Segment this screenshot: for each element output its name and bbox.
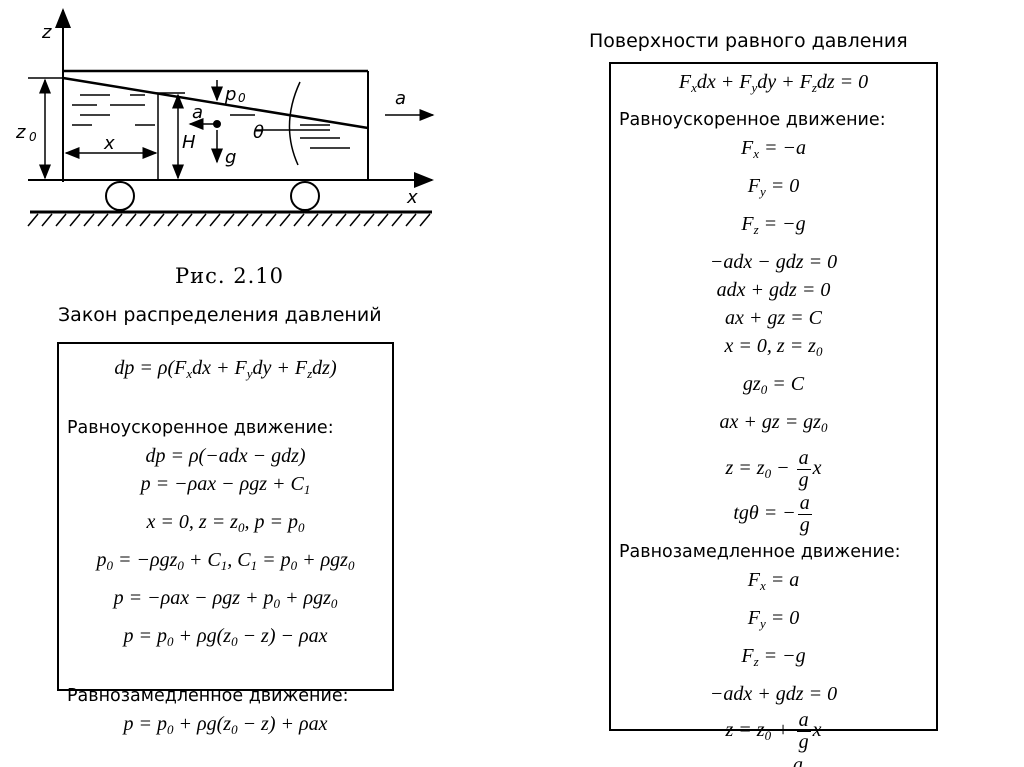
z0-subscript: 0 bbox=[29, 130, 37, 144]
formula-line: ax + gz = gz_{0} bbox=[719, 411, 828, 435]
fraction: \frac{a}{g} bbox=[796, 447, 811, 491]
formula-line: tgθ = −\frac{a}{g} bbox=[733, 492, 812, 536]
right-section-title: Поверхности равного давления bbox=[589, 30, 908, 52]
section-label: Равнозамедленное движение: bbox=[619, 542, 901, 562]
formula-line: gz_{0} = C bbox=[742, 373, 805, 397]
formula-line: p = −ρax − ρgz + C_{1} bbox=[140, 473, 311, 497]
ground-hatching bbox=[27, 213, 431, 227]
formula-line: −adx − gdz = 0 bbox=[709, 251, 838, 273]
formula-line: x = 0, z = z_{0}, p = p_{0} bbox=[146, 511, 305, 535]
x-label: x bbox=[103, 133, 115, 154]
p0-subscript: 0 bbox=[238, 91, 246, 105]
p0-label: p bbox=[224, 84, 236, 105]
formula-line: F_{z} = −g bbox=[741, 213, 806, 237]
tank-cart-diagram: z x z 0 x H p 0 a g θ a bbox=[15, 8, 435, 227]
formula-line: z = z_{0} + \frac{a}{g}x bbox=[725, 709, 822, 753]
formula-line: F_{x} = −a bbox=[741, 137, 806, 161]
spacer bbox=[67, 660, 384, 682]
formula-line: F_{x} = a bbox=[747, 569, 800, 593]
section-label: Равноускоренное движение: bbox=[67, 418, 334, 438]
x-axis-label: x bbox=[406, 187, 418, 208]
a-inner-label: a bbox=[192, 102, 203, 123]
section-label: Равнозамедленное движение: bbox=[67, 686, 349, 706]
formula-line: dp = ρ(F_{x}dx + F_{y}dy + F_{z}dz) bbox=[114, 357, 337, 381]
wheel-left bbox=[105, 181, 135, 211]
figure-caption: Рис. 2.10 bbox=[175, 264, 284, 288]
z-axis-label: z bbox=[41, 22, 52, 43]
formula-line: x = 0, z = z_{0} bbox=[724, 335, 823, 359]
formula-line: p = p_{0} + ρg(z_{0} − z) + ρax bbox=[123, 713, 328, 737]
formula-line: dp = ρ(−adx − gdz) bbox=[145, 445, 306, 467]
theta-label: θ bbox=[253, 122, 264, 143]
formula-line: F_{y} = 0 bbox=[747, 175, 800, 199]
formula-line: p_{0} = −ρgz_{0} + C_{1}, C_{1} = p_{0} … bbox=[96, 549, 355, 573]
left-section-title: Закон распределения давлений bbox=[58, 304, 382, 326]
section-label: Равноускоренное движение: bbox=[619, 110, 886, 130]
formula-line: ax + gz = C bbox=[725, 307, 822, 329]
water-dashes bbox=[72, 94, 350, 149]
fraction: \frac{a}{g} bbox=[797, 492, 812, 536]
formula-line: −adx + gdz = 0 bbox=[709, 683, 838, 705]
spacer bbox=[67, 392, 384, 414]
formula-line: F_{x}dx + F_{y}dy + F_{z}dz = 0 bbox=[678, 71, 869, 95]
fraction: \frac{a}{g} bbox=[796, 709, 811, 753]
a-outer-label: a bbox=[395, 88, 406, 109]
formula-line: F_{z} = −g bbox=[741, 645, 806, 669]
formula-line: F_{y} = 0 bbox=[747, 607, 800, 631]
formula-line: p = −ρax − ρgz + p_{0} + ρgz_{0} bbox=[113, 587, 338, 611]
H-label: H bbox=[182, 132, 196, 153]
pressure-law-box: dp = ρ(F_{x}dx + F_{y}dy + F_{z}dz) Равно… bbox=[57, 342, 394, 737]
formula-line: z = z_{0} − \frac{a}{g}x bbox=[725, 447, 822, 491]
wheel-right bbox=[290, 181, 320, 211]
water-surface bbox=[62, 76, 369, 130]
z0-label: z bbox=[15, 122, 26, 143]
g-label: g bbox=[225, 147, 236, 168]
fraction: \frac{a}{g} bbox=[791, 755, 805, 767]
formula-line: tgθ = \frac{a}{g} bbox=[619, 755, 928, 767]
equal-pressure-surfaces-box: F_{x}dx + F_{y}dy + F_{z}dz = 0 Равноуско… bbox=[609, 62, 938, 767]
formula-line: p = p_{0} + ρg(z_{0} − z) − ρax bbox=[123, 625, 328, 649]
formula-line: adx + gdz = 0 bbox=[716, 279, 831, 301]
